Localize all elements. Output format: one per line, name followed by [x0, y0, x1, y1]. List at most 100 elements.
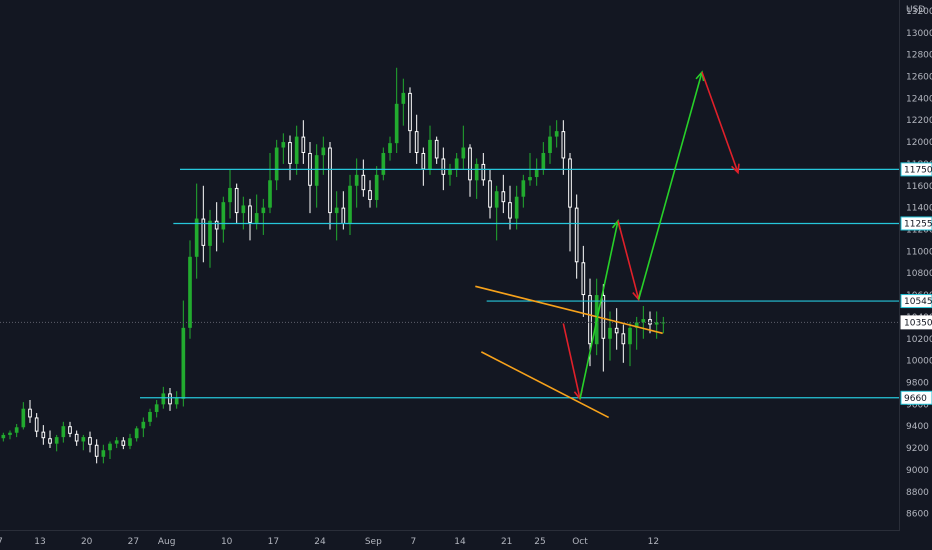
- candle-body: [441, 158, 446, 175]
- price-tag: 10545: [900, 294, 932, 309]
- candle-body: [261, 207, 266, 214]
- candle: [434, 136, 439, 164]
- candle: [368, 180, 372, 208]
- candle-body: [601, 295, 606, 339]
- time-tick-label: 27: [128, 537, 139, 547]
- channel-line[interactable]: [480, 351, 610, 419]
- currency-label: USD: [906, 5, 925, 15]
- price-tag-box: [900, 294, 932, 309]
- candle-body: [434, 139, 439, 159]
- time-tick-label: 12: [648, 537, 659, 547]
- candle-body: [268, 180, 272, 208]
- candle-body: [361, 174, 366, 191]
- candle: [74, 430, 79, 446]
- candle: [414, 114, 419, 164]
- time-tick-label: 20: [81, 537, 93, 547]
- candle: [561, 120, 566, 175]
- candle-body: [81, 437, 86, 442]
- candle-body: [608, 327, 612, 339]
- candle-body: [634, 322, 639, 328]
- price-tick-label: 12200: [906, 116, 932, 126]
- candle-body: [248, 205, 252, 223]
- candle-body: [34, 417, 39, 432]
- candle-body: [14, 427, 19, 433]
- price-tag-label: 10545: [904, 297, 932, 307]
- price-tag-label: 11255: [904, 219, 932, 229]
- price-tick-label: 10800: [906, 269, 932, 279]
- time-tick-label: Oct: [572, 537, 588, 547]
- time-tick-label: 14: [454, 537, 466, 547]
- candle-body: [401, 92, 406, 104]
- candle-body: [128, 438, 132, 446]
- price-tick-label: 11400: [906, 204, 932, 214]
- time-tick-label: 24: [314, 537, 326, 547]
- price-tag-label: 9660: [904, 394, 927, 404]
- candle-body: [101, 450, 106, 457]
- candle: [148, 408, 152, 427]
- candle: [61, 421, 66, 443]
- candle-body: [534, 169, 539, 178]
- price-tick-label: 8600: [906, 510, 929, 520]
- candle: [28, 399, 32, 423]
- candle: [1, 432, 6, 442]
- price-tick-label: 9200: [906, 444, 929, 454]
- candle: [454, 152, 459, 178]
- candle-body: [328, 147, 332, 214]
- time-axis[interactable]: 7 13 20 27 Aug 10 17 24 Sep 7 14 21 25 Oct 12: [0, 537, 659, 547]
- candle: [428, 125, 432, 175]
- candle-body: [314, 155, 319, 186]
- time-tick-label: Aug: [158, 537, 176, 547]
- candle: [48, 430, 52, 449]
- candle: [601, 284, 606, 372]
- candle: [41, 425, 46, 445]
- candle-body: [68, 426, 72, 434]
- candle-body: [141, 421, 146, 429]
- price-tick-label: 10000: [906, 357, 932, 367]
- projection-arrow-down[interactable]: [701, 71, 740, 175]
- candle: [221, 196, 226, 243]
- candle-body: [234, 187, 239, 214]
- candle-body: [408, 92, 412, 132]
- candle: [354, 158, 359, 208]
- projection-layer: [562, 70, 740, 401]
- candle-body: [428, 139, 432, 170]
- projection-segment: [562, 323, 581, 400]
- candle: [281, 133, 286, 164]
- candle: [401, 78, 406, 126]
- candle: [261, 198, 266, 235]
- price-tags-layer: 11750 11255 10545 9660 10350: [900, 162, 932, 405]
- candle: [334, 191, 339, 241]
- candle-body: [161, 393, 166, 405]
- candle-body: [388, 143, 392, 153]
- candle-body: [88, 437, 92, 445]
- candle: [468, 144, 472, 197]
- time-tick-label: 25: [534, 537, 545, 547]
- candle-body: [48, 438, 52, 444]
- candle: [94, 439, 99, 464]
- candle-body: [108, 443, 112, 451]
- price-tick-label: 13000: [906, 29, 932, 39]
- candle: [508, 185, 512, 230]
- candle: [448, 163, 452, 186]
- candle-body: [454, 158, 459, 170]
- candle-body: [561, 131, 566, 159]
- candle: [208, 209, 212, 268]
- candle-body: [41, 431, 46, 439]
- candle: [374, 166, 379, 208]
- price-tick-label: 9800: [906, 378, 929, 388]
- candle-body: [241, 205, 246, 214]
- candle: [234, 183, 239, 225]
- candle-body: [181, 327, 186, 399]
- candle-body: [21, 408, 26, 428]
- projection-segment: [617, 220, 640, 300]
- price-tick-label: 12000: [906, 138, 932, 148]
- candle-body: [521, 180, 526, 197]
- candle-body: [508, 202, 512, 219]
- candle: [128, 433, 132, 450]
- candle-body: [188, 256, 192, 328]
- candle: [21, 402, 26, 430]
- channel-line[interactable]: [475, 285, 663, 335]
- candle-body: [501, 191, 506, 203]
